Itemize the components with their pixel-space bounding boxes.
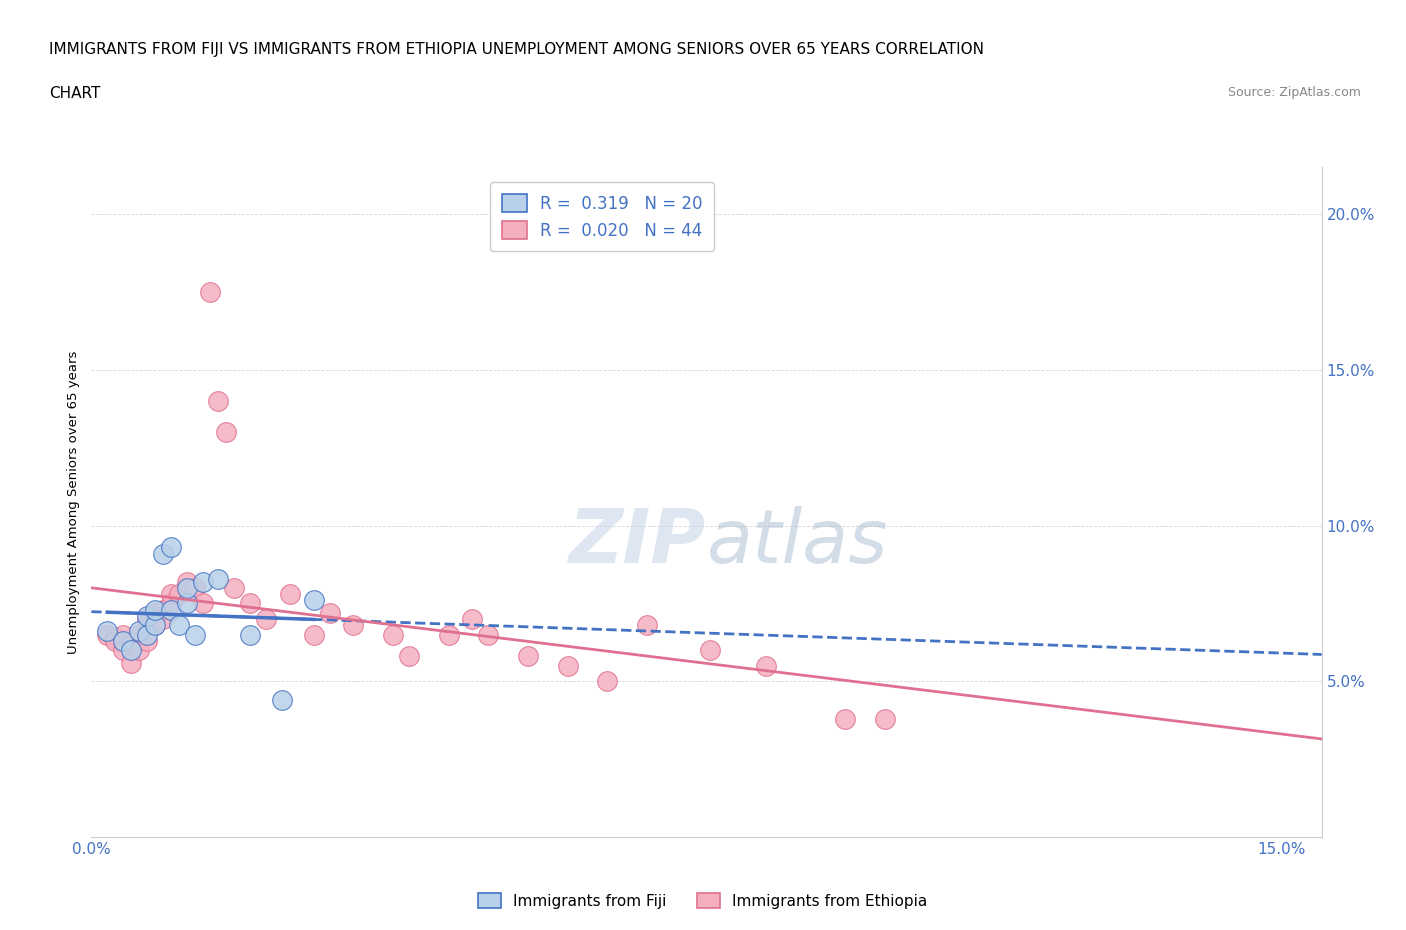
Point	[875, 711, 897, 726]
Point	[159, 587, 181, 602]
Point	[112, 627, 135, 642]
Point	[596, 674, 619, 689]
Point	[191, 574, 214, 589]
Point	[200, 285, 222, 299]
Point	[143, 618, 166, 632]
Point	[834, 711, 856, 726]
Point	[382, 627, 405, 642]
Legend: Immigrants from Fiji, Immigrants from Ethiopia: Immigrants from Fiji, Immigrants from Et…	[472, 886, 934, 915]
Point	[183, 627, 205, 642]
Point	[152, 603, 174, 618]
Point	[191, 596, 214, 611]
Text: atlas: atlas	[706, 506, 889, 578]
Point	[128, 624, 150, 639]
Point	[136, 627, 159, 642]
Point	[516, 649, 538, 664]
Point	[112, 643, 135, 658]
Point	[104, 631, 127, 645]
Point	[104, 633, 127, 648]
Point	[96, 624, 118, 639]
Text: CHART: CHART	[49, 86, 101, 100]
Point	[557, 658, 579, 673]
Point	[461, 612, 484, 627]
Point	[159, 596, 181, 611]
Point	[215, 425, 238, 440]
Legend: R =  0.319   N = 20, R =  0.020   N = 44: R = 0.319 N = 20, R = 0.020 N = 44	[489, 182, 714, 251]
Point	[120, 636, 142, 651]
Point	[112, 633, 135, 648]
Point	[302, 592, 325, 607]
Point	[136, 608, 159, 623]
Point	[136, 633, 159, 648]
Point	[143, 603, 166, 618]
Point	[120, 655, 142, 670]
Point	[207, 393, 229, 408]
Point	[636, 618, 658, 632]
Point	[136, 612, 159, 627]
Point	[176, 596, 198, 611]
Point	[342, 618, 364, 632]
Point	[128, 643, 150, 658]
Text: ZIP: ZIP	[569, 506, 706, 578]
Point	[152, 612, 174, 627]
Point	[167, 618, 190, 632]
Text: Source: ZipAtlas.com: Source: ZipAtlas.com	[1227, 86, 1361, 99]
Y-axis label: Unemployment Among Seniors over 65 years: Unemployment Among Seniors over 65 years	[67, 351, 80, 654]
Point	[224, 580, 246, 595]
Point	[143, 618, 166, 632]
Point	[755, 658, 778, 673]
Point	[143, 605, 166, 620]
Point	[120, 643, 142, 658]
Point	[437, 627, 460, 642]
Point	[699, 643, 721, 658]
Point	[477, 627, 499, 642]
Point	[278, 587, 301, 602]
Point	[159, 540, 181, 555]
Point	[159, 603, 181, 618]
Point	[167, 587, 190, 602]
Point	[318, 605, 340, 620]
Point	[302, 627, 325, 642]
Point	[183, 580, 205, 595]
Point	[239, 627, 262, 642]
Point	[128, 627, 150, 642]
Point	[207, 571, 229, 586]
Point	[152, 546, 174, 561]
Point	[270, 693, 292, 708]
Point	[176, 580, 198, 595]
Point	[398, 649, 420, 664]
Point	[254, 612, 277, 627]
Point	[176, 574, 198, 589]
Point	[239, 596, 262, 611]
Text: IMMIGRANTS FROM FIJI VS IMMIGRANTS FROM ETHIOPIA UNEMPLOYMENT AMONG SENIORS OVER: IMMIGRANTS FROM FIJI VS IMMIGRANTS FROM …	[49, 42, 984, 57]
Point	[96, 627, 118, 642]
